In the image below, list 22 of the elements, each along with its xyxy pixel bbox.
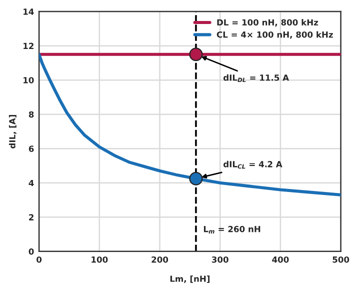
legend-label: CL = 4× 100 nH, 800 kHz bbox=[216, 31, 333, 39]
y-tick-label: 14 bbox=[24, 8, 34, 15]
ref-line-label: L$_{m}$ = 260 nH bbox=[204, 226, 260, 234]
y-tick-label: 12 bbox=[24, 42, 34, 49]
line-series bbox=[39, 52, 341, 196]
y-tick-label: 10 bbox=[24, 77, 34, 84]
x-tick-label: 300 bbox=[212, 256, 228, 263]
y-axis-title: dIL, [A] bbox=[8, 114, 16, 148]
y-tick-label: 0 bbox=[28, 248, 34, 255]
annotation: dIL$_{CL}$ = 4.2 A bbox=[223, 160, 282, 169]
x-tick-label: 500 bbox=[332, 256, 350, 263]
y-tick-label: 6 bbox=[28, 146, 34, 152]
annotation: dIL$_{DL}$ = 11.5 A bbox=[223, 74, 290, 82]
x-tick-label: 0 bbox=[36, 256, 42, 263]
legend-label: DL = 100 nH, 800 kHz bbox=[217, 19, 318, 27]
y-tick-label: 8 bbox=[28, 111, 34, 118]
x-axis-title: Lm, [nH] bbox=[170, 275, 210, 283]
x-tick-label: 100 bbox=[92, 256, 108, 263]
y-tick-label: 4 bbox=[28, 180, 34, 186]
y-tick-label: 2 bbox=[29, 214, 34, 220]
x-tick-label: 200 bbox=[152, 256, 168, 263]
x-tick-label: 400 bbox=[272, 256, 289, 263]
